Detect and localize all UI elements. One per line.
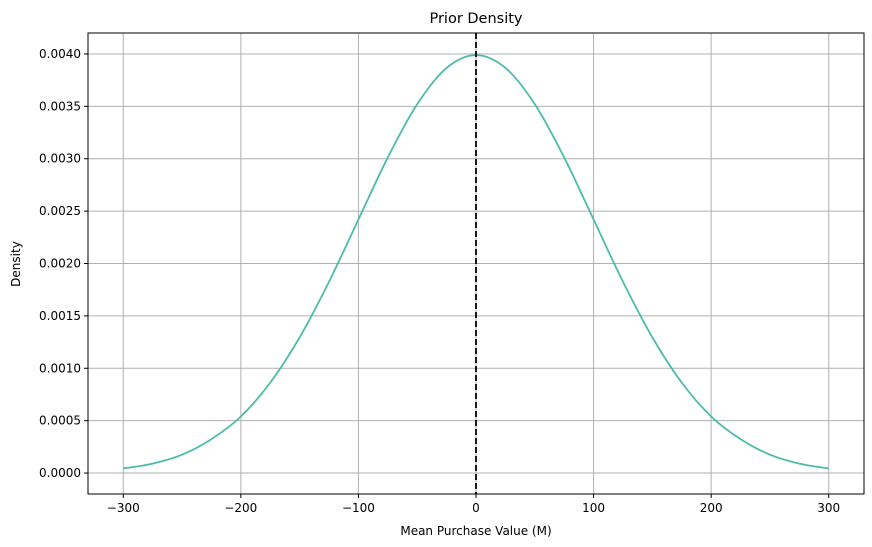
y-tick-label: 0.0015 [39, 309, 81, 323]
x-tick-label: 300 [817, 501, 840, 515]
y-tick-label: 0.0020 [39, 257, 81, 271]
x-tick-label: 0 [472, 501, 480, 515]
x-tick-label: 100 [582, 501, 605, 515]
y-tick-label: 0.0040 [39, 47, 81, 61]
y-axis-label: Density [9, 241, 23, 287]
y-tick-label: 0.0025 [39, 204, 81, 218]
x-axis-ticks: −300 −200 −100 0 100 200 300 [107, 494, 840, 515]
y-tick-label: 0.0030 [39, 152, 81, 166]
chart-title: Prior Density [429, 11, 522, 27]
y-tick-label: 0.0005 [39, 414, 81, 428]
y-tick-label: 0.0035 [39, 99, 81, 113]
y-tick-label: 0.0010 [39, 361, 81, 375]
x-tick-label: −200 [224, 501, 257, 515]
y-axis-ticks: 0.0000 0.0005 0.0010 0.0015 0.0020 0.0025 0.00… [39, 47, 88, 480]
x-axis-label: Mean Purchase Value (M) [400, 524, 551, 538]
y-tick-label: 0.0000 [39, 466, 81, 480]
grid-lines [88, 33, 864, 494]
x-tick-label: −100 [342, 501, 375, 515]
x-tick-label: −300 [107, 501, 140, 515]
x-tick-label: 200 [700, 501, 723, 515]
